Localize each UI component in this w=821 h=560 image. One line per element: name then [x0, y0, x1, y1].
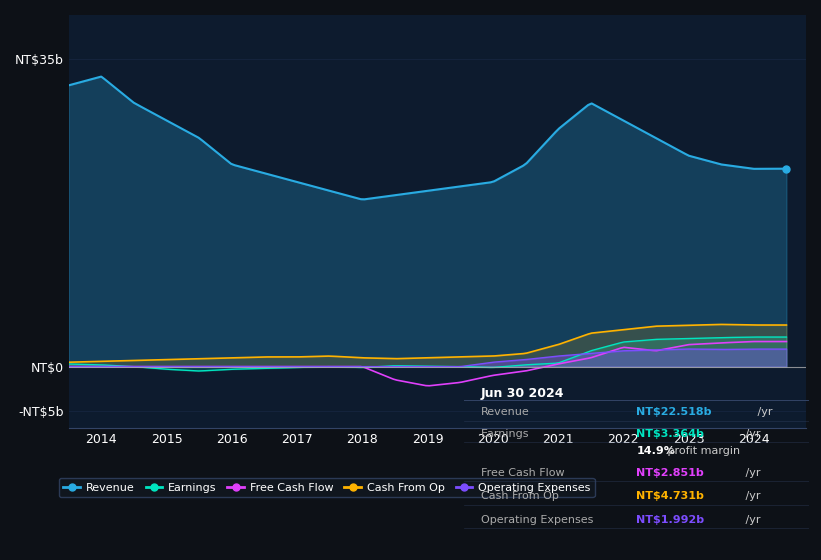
Text: Revenue: Revenue — [481, 407, 530, 417]
Text: /yr: /yr — [754, 407, 772, 417]
Legend: Revenue, Earnings, Free Cash Flow, Cash From Op, Operating Expenses: Revenue, Earnings, Free Cash Flow, Cash … — [59, 478, 594, 497]
Text: /yr: /yr — [742, 468, 760, 478]
Text: Cash From Op: Cash From Op — [481, 491, 559, 501]
Text: /yr: /yr — [742, 515, 760, 525]
Text: /yr: /yr — [742, 491, 760, 501]
Text: NT$1.992b: NT$1.992b — [636, 515, 704, 525]
Text: NT$2.851b: NT$2.851b — [636, 468, 704, 478]
Text: NT$3.364b: NT$3.364b — [636, 429, 704, 439]
Text: Operating Expenses: Operating Expenses — [481, 515, 594, 525]
Text: Jun 30 2024: Jun 30 2024 — [481, 387, 565, 400]
Text: profit margin: profit margin — [664, 446, 740, 456]
Text: NT$22.518b: NT$22.518b — [636, 407, 712, 417]
Text: NT$4.731b: NT$4.731b — [636, 491, 704, 501]
Text: 14.9%: 14.9% — [636, 446, 675, 456]
Text: Free Cash Flow: Free Cash Flow — [481, 468, 565, 478]
Text: Earnings: Earnings — [481, 429, 530, 439]
Text: /yr: /yr — [742, 429, 760, 439]
